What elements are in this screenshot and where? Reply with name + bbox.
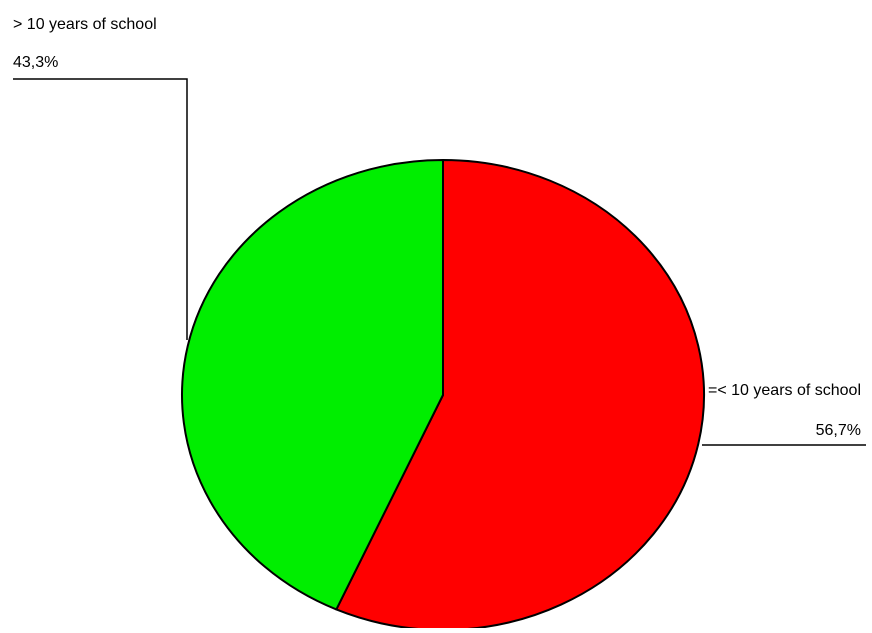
slice-label-0: =< 10 years of school	[708, 382, 861, 399]
slice-label-1: > 10 years of school	[13, 16, 157, 33]
slice-value-label-1: 43,3%	[13, 54, 58, 71]
leader-line-1	[13, 78, 188, 340]
pie-slice-1	[181, 159, 444, 611]
slice-value-label-0: 56,7%	[816, 422, 861, 439]
